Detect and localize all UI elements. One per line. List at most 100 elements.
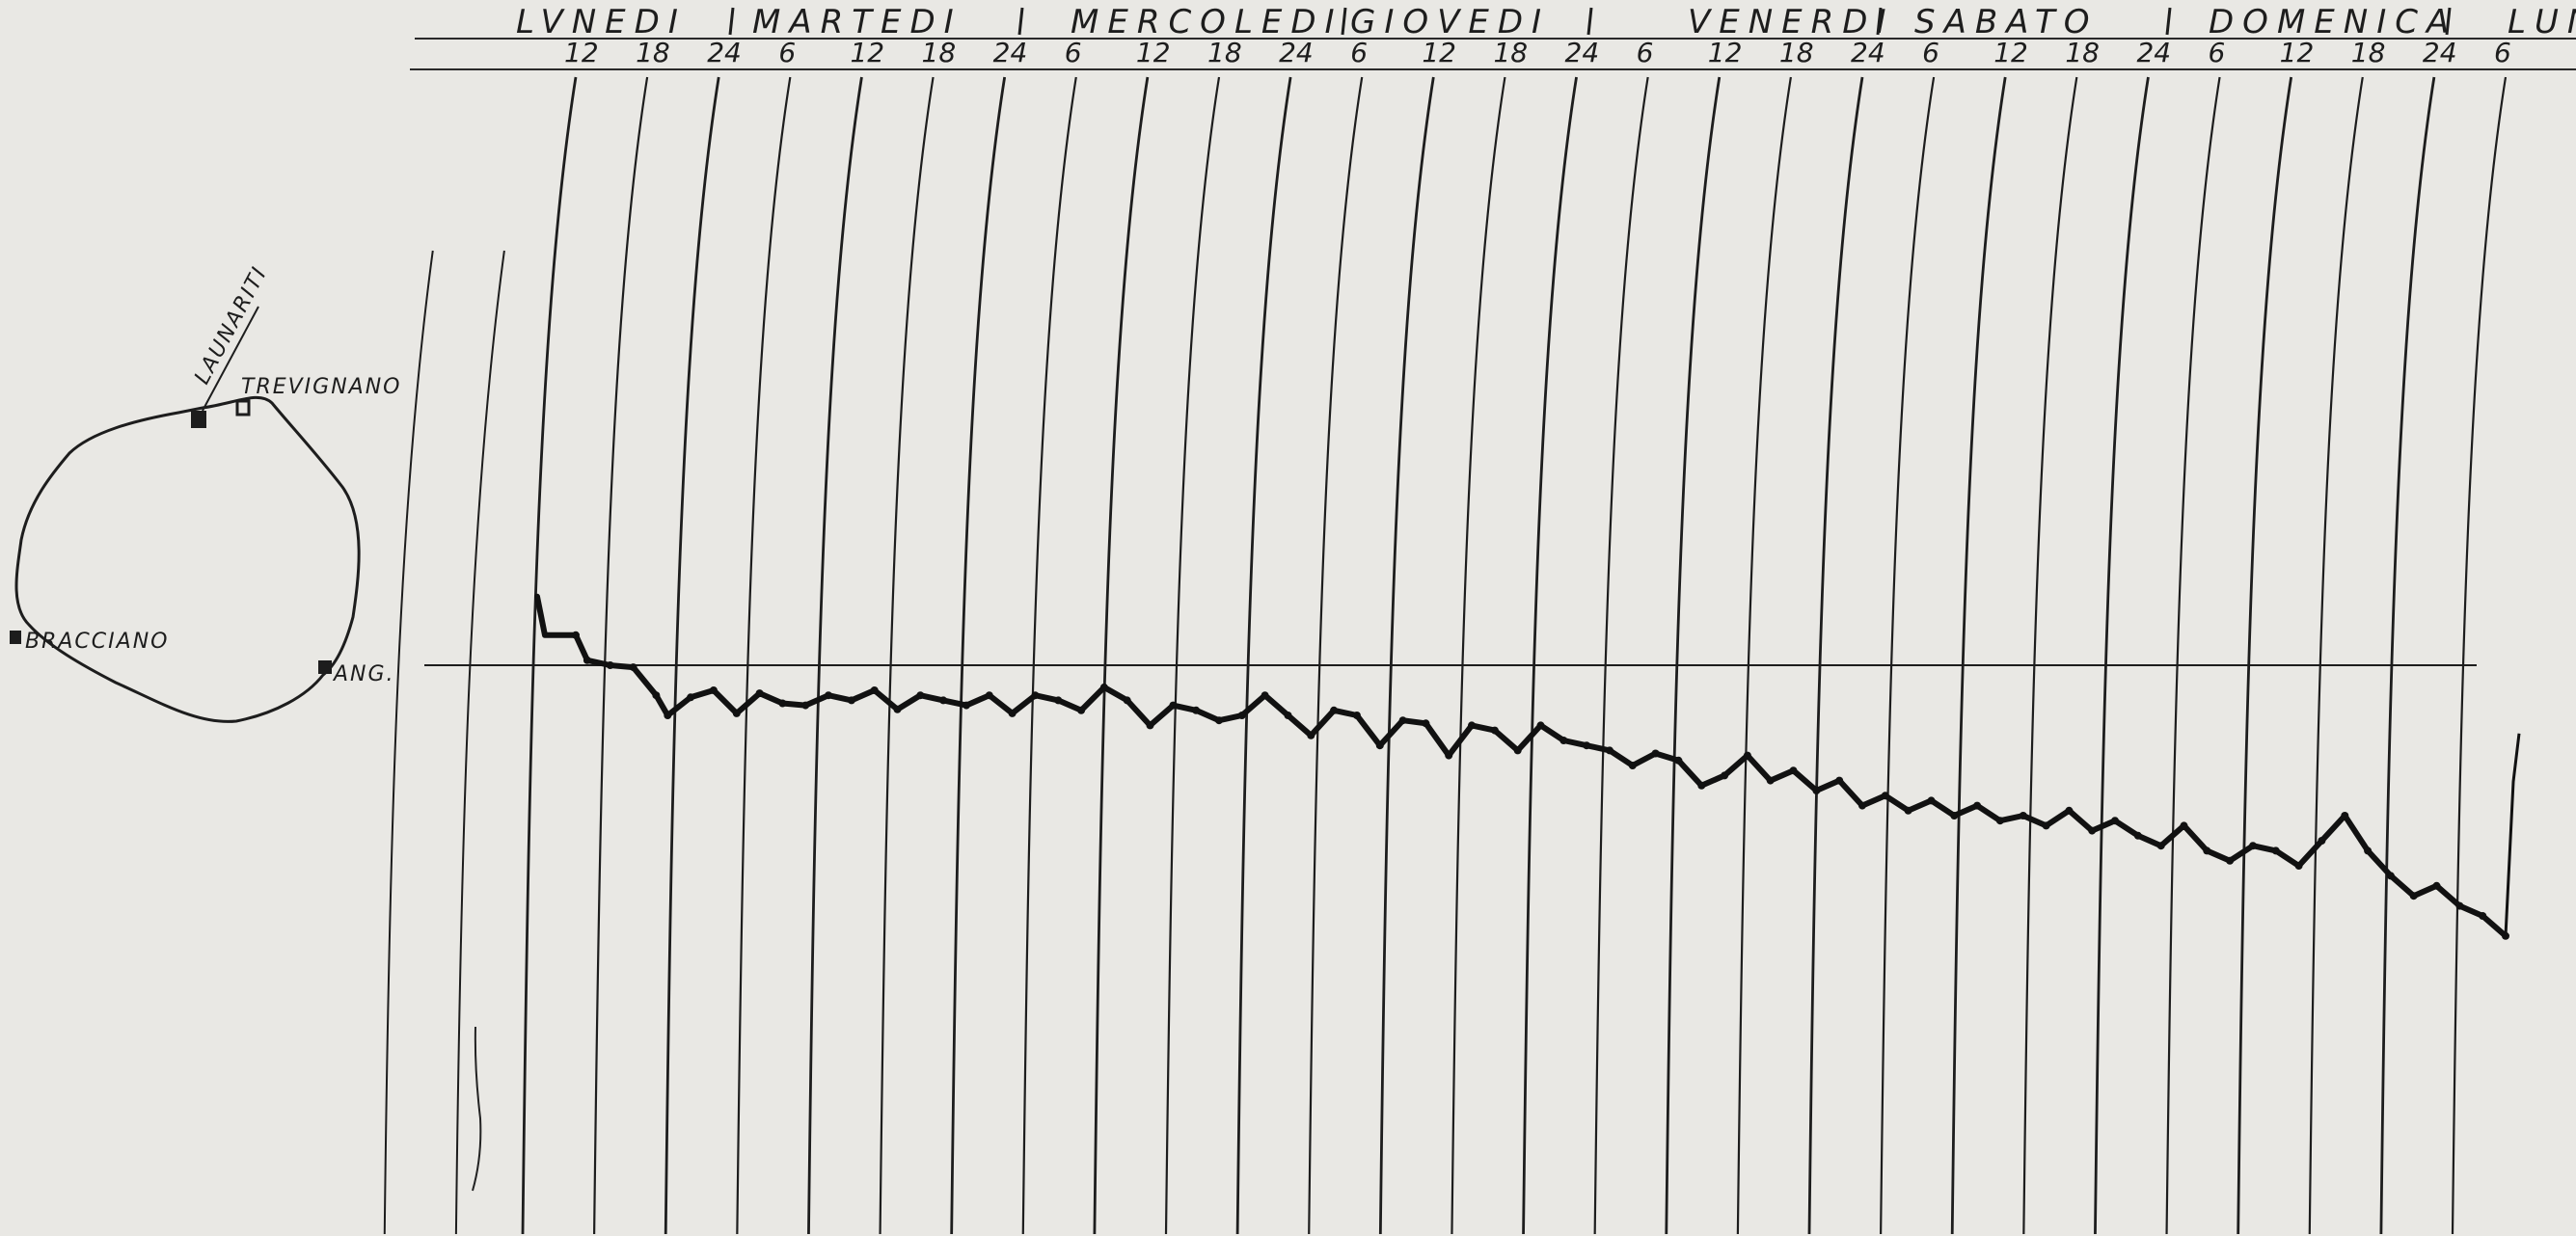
- day-label: MERCOLEDI: [1071, 3, 1343, 41]
- trace-point: [1559, 737, 1568, 744]
- trace-point: [629, 663, 637, 672]
- trace-point: [870, 686, 879, 694]
- day-label: VENERDI: [1688, 3, 1895, 41]
- trace-point: [1789, 766, 1798, 775]
- hour-line: [664, 76, 720, 1235]
- lake-outline: [14, 395, 361, 723]
- hour-tick-label: 6: [1065, 37, 1082, 68]
- trace-point: [1468, 721, 1476, 730]
- trace-point: [2180, 821, 2188, 830]
- hour-line: [1950, 76, 2007, 1235]
- marker-trevignano: [235, 399, 251, 416]
- trace-point: [709, 686, 718, 694]
- trace-point: [1950, 812, 1959, 820]
- trace-point: [2133, 831, 2142, 840]
- hour-line: [521, 76, 578, 1235]
- hour-tick-label: 24: [2136, 37, 2171, 68]
- map-label-anguillara: ANG.: [332, 662, 395, 686]
- day-separator: [1017, 7, 1024, 36]
- trace-point: [2318, 837, 2326, 845]
- trace-point: [2203, 846, 2211, 855]
- trace-point: [1284, 712, 1292, 719]
- lake-map: LAUNARITI TREVIGNANO BRACCIANO ANG.: [10, 262, 400, 723]
- hour-tick-label: 18: [2351, 37, 2386, 68]
- station-pointer: [202, 306, 259, 412]
- hour-line: [1665, 76, 1722, 1235]
- hour-line: [807, 76, 863, 1235]
- trace-point: [1375, 741, 1384, 750]
- trace-point: [2019, 812, 2027, 820]
- trace-point: [1674, 756, 1683, 765]
- trace-point: [1445, 751, 1453, 760]
- trace-point: [572, 631, 580, 639]
- trace-point: [1008, 709, 1017, 717]
- trace-point: [1904, 806, 1912, 815]
- map-label-bracciano: BRACCIANO: [25, 630, 169, 654]
- hour-tick-label: 6: [2209, 37, 2226, 68]
- day-separator: [728, 7, 735, 36]
- trace-point: [687, 693, 695, 702]
- day-label: DOMENICA: [2209, 3, 2457, 41]
- trace-point: [1261, 691, 1269, 700]
- hour-tick-label: 12: [2280, 37, 2315, 68]
- trace-point: [939, 696, 948, 705]
- trace-point: [1858, 801, 1866, 810]
- hour-line: [1308, 76, 1364, 1235]
- trace-point: [2088, 826, 2097, 835]
- day-separator: [2445, 7, 2452, 36]
- hour-tick-label: 6: [1922, 37, 1939, 68]
- hour-line: [1378, 76, 1435, 1235]
- trace-point: [1536, 721, 1545, 730]
- trace-point: [2432, 881, 2441, 890]
- hour-line: [593, 76, 649, 1235]
- trace-point: [1835, 776, 1844, 785]
- trace-point: [1766, 776, 1775, 785]
- day-label: SABATO: [1914, 3, 2098, 41]
- trace-point: [1169, 701, 1178, 710]
- day-separator: [2165, 7, 2172, 36]
- level-trace: [534, 593, 2521, 940]
- trace-point: [1583, 741, 1591, 750]
- hour-tick-label: 24: [2423, 37, 2457, 68]
- day-label: LVNEDI: [516, 3, 687, 41]
- trace-point: [2249, 842, 2257, 850]
- trace-point: [652, 691, 661, 700]
- trace-point: [1307, 731, 1315, 739]
- hour-line: [2165, 76, 2221, 1235]
- hour-tick-label: 12: [1708, 37, 1743, 68]
- day-label: MARTEDI: [752, 3, 963, 41]
- trace-point: [2226, 856, 2235, 865]
- trace-point: [1812, 787, 1821, 794]
- hour-line: [1593, 76, 1649, 1235]
- trace-point: [1192, 706, 1201, 714]
- day-label: GIOVEDI: [1350, 3, 1550, 41]
- hour-tick-label: 24: [1851, 37, 1885, 68]
- level-trace-line: [534, 593, 2508, 939]
- hour-line: [1807, 76, 1864, 1235]
- trace-point: [2479, 912, 2487, 920]
- trace-point: [2455, 901, 2464, 910]
- trace-point: [2386, 872, 2395, 880]
- hour-tick-label: 6: [1350, 37, 1368, 68]
- trace-point: [1721, 771, 1729, 780]
- trace-point: [1743, 751, 1751, 760]
- hour-line: [2022, 76, 2078, 1235]
- hour-line: [950, 76, 1007, 1235]
- hour-tick-label: 6: [2494, 37, 2511, 68]
- hour-tick-label: 12: [1136, 37, 1171, 68]
- hour-tick-label: 18: [1493, 37, 1528, 68]
- trace-point: [664, 712, 672, 719]
- day-separator: [1876, 7, 1883, 36]
- marker-anguillara: [318, 660, 332, 674]
- marker-bracciano: [10, 631, 21, 644]
- trace-point: [778, 699, 787, 708]
- hour-line: [1093, 76, 1150, 1235]
- hour-line: [1880, 76, 1936, 1235]
- trace-point: [801, 701, 810, 710]
- trace-point: [1651, 749, 1660, 758]
- trace-point: [1881, 792, 1889, 800]
- trace-point: [893, 705, 902, 713]
- trace-point: [2111, 817, 2119, 825]
- trace-end-mark: [2504, 733, 2521, 936]
